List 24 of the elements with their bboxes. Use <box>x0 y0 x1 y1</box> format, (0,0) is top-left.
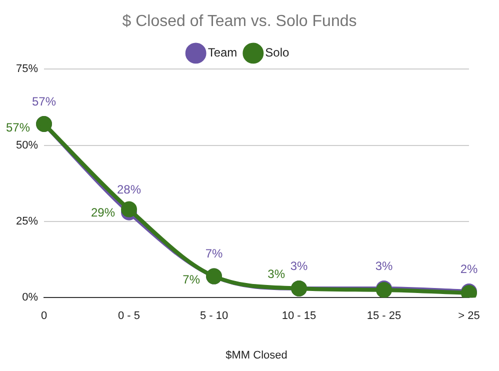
x-tick-label: 0 <box>40 310 48 322</box>
x-tick-label: 0 - 5 <box>118 310 140 322</box>
legend-label: Team <box>208 46 238 60</box>
y-tick-label: 50% <box>16 139 38 152</box>
data-label: 2% <box>460 262 478 276</box>
data-label: 3% <box>375 258 394 273</box>
x-tick-label: > 25 <box>458 310 480 322</box>
data-label: 7% <box>205 246 224 261</box>
data-label: 7% <box>182 272 200 287</box>
chart-title: $ Closed of Team vs. Solo Funds <box>122 13 357 30</box>
data-label: 57% <box>6 120 30 134</box>
x-axis-title: $MM Closed <box>226 349 288 362</box>
y-tick-label: 0% <box>22 292 38 304</box>
data-label: 57% <box>32 94 56 108</box>
data-label: 28% <box>116 182 142 197</box>
legend-label: Solo <box>265 46 290 60</box>
y-tick-label: 75% <box>16 63 38 76</box>
data-label: 3% <box>290 258 308 273</box>
data-label: 3% <box>268 266 286 281</box>
data-label: 29% <box>90 206 116 220</box>
y-tick-label: 25% <box>16 216 38 228</box>
x-tick-label: 15 - 25 <box>366 310 402 322</box>
x-tick-label: 5 - 10 <box>200 310 228 322</box>
x-tick-label: 10 - 15 <box>282 310 316 322</box>
